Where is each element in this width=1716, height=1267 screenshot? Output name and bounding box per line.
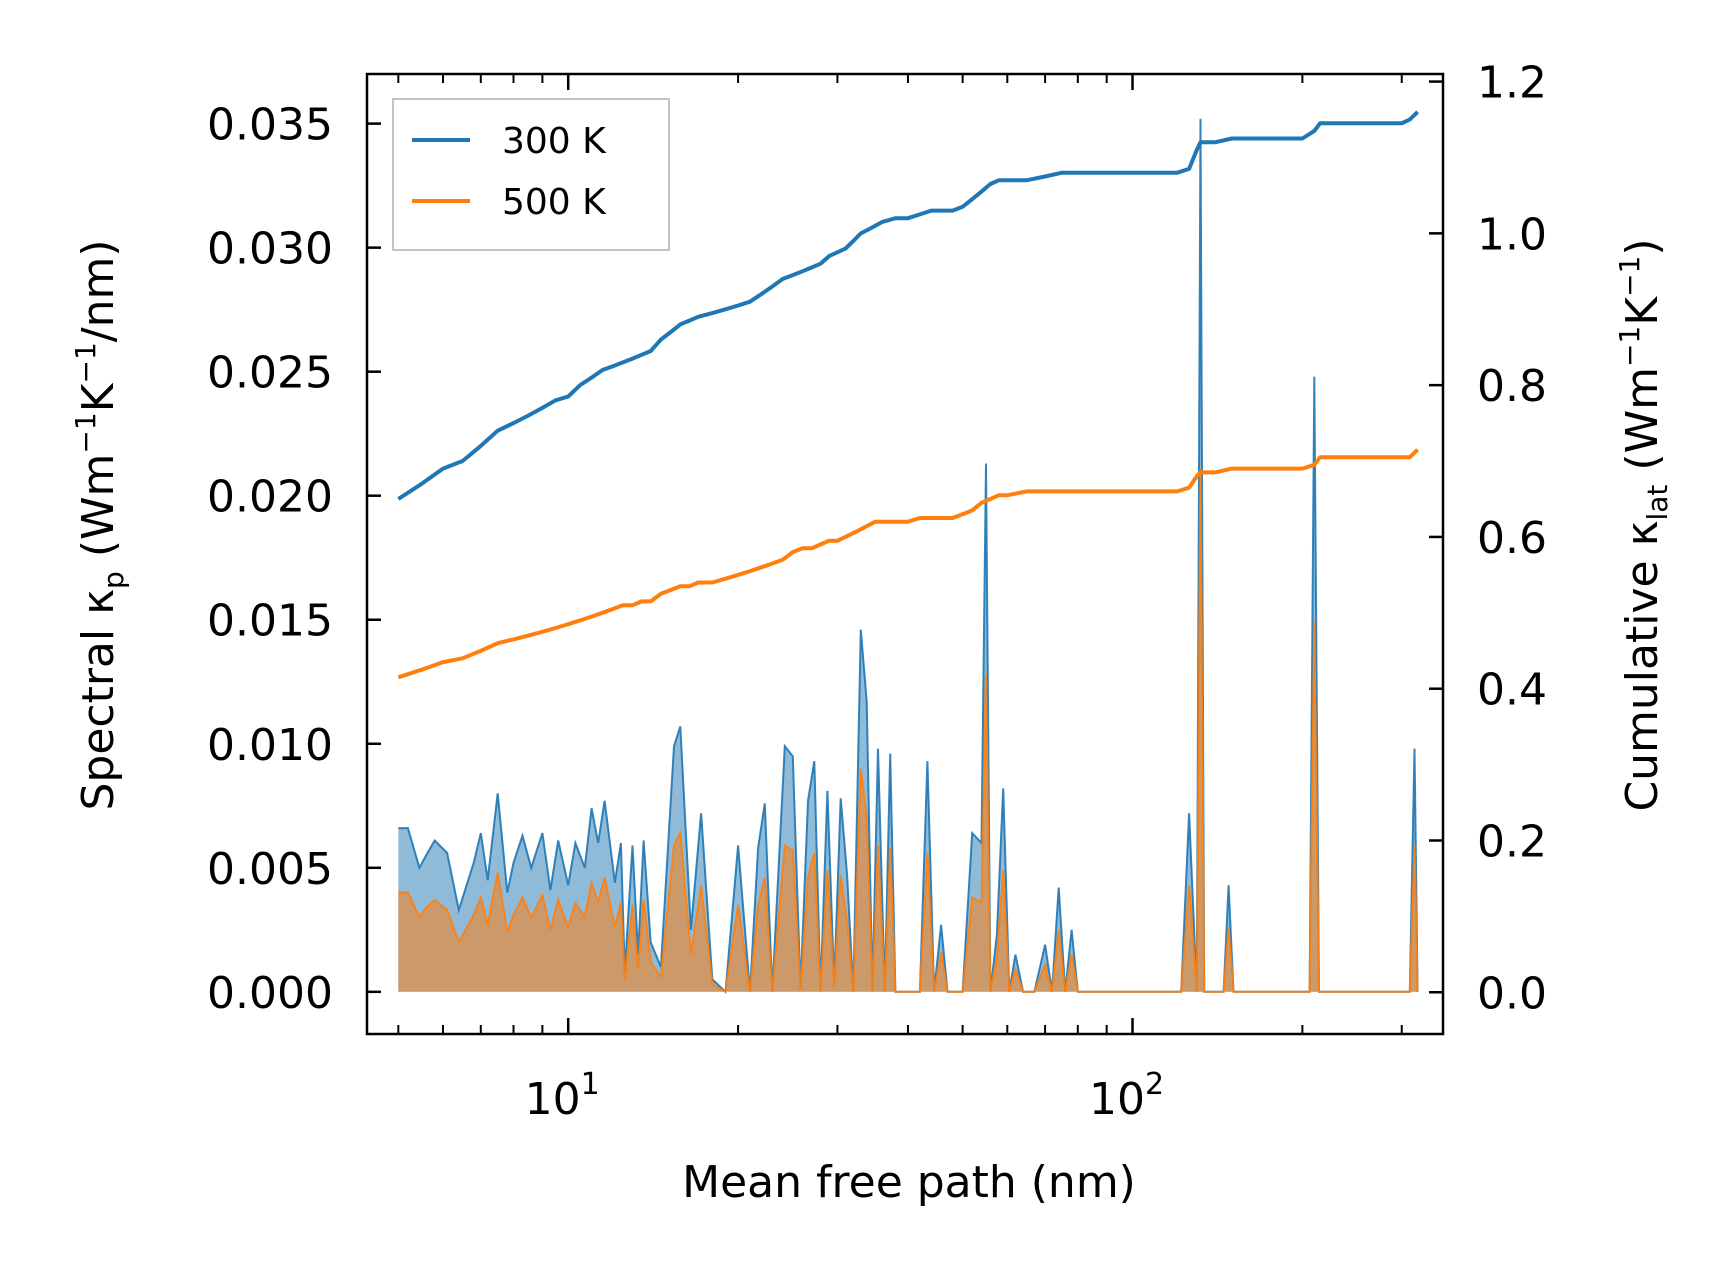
y-left-tick-label: 0.005	[207, 844, 333, 895]
y-right-tick-label: 0.0	[1477, 968, 1547, 1019]
legend: 300 K 500 K	[392, 98, 670, 251]
y-left-tick-label: 0.000	[207, 968, 333, 1019]
legend-frame	[392, 98, 670, 251]
y-left-tick-label: 0.035	[207, 100, 333, 151]
y-left-tick-label: 0.020	[207, 472, 333, 523]
spectral-area-1	[398, 468, 1418, 992]
y-right-tick-label: 1.2	[1477, 58, 1547, 109]
y-axis-left-label: Spectral κp (Wm−1K−1/nm)	[69, 239, 130, 810]
y-left-tick-label: 0.025	[207, 348, 333, 399]
y-right-tick-label: 0.6	[1477, 513, 1547, 564]
y-left-tick-label: 0.015	[207, 596, 333, 647]
y-right-tick-label: 0.8	[1477, 361, 1547, 412]
x-axis-label: Mean free path (nm)	[682, 1157, 1136, 1208]
plot-area	[397, 110, 1419, 994]
x-tick-label: 102	[1089, 1067, 1164, 1125]
y-left-tick-label: 0.010	[207, 720, 333, 771]
axis-tick-labels: 0.000 0.005 0.010 0.015 0.020 0.025 0.030 0.035…	[207, 58, 1547, 1125]
x-tick-label: 101	[525, 1067, 600, 1125]
y-left-tick-label: 0.030	[207, 224, 333, 275]
legend-label-300k: 300 K	[502, 121, 607, 162]
y-axis-right-label: Cumulative κlat (Wm−1K−1)	[1613, 238, 1674, 811]
spectral-line-1	[398, 468, 1419, 994]
y-right-tick-label: 0.4	[1477, 665, 1547, 716]
y-right-tick-label: 1.0	[1477, 209, 1547, 260]
y-right-tick-label: 0.2	[1477, 816, 1547, 867]
cumulative-line-1	[397, 448, 1419, 680]
axes-frame	[365, 72, 1445, 1036]
axis-ticks	[367, 74, 1443, 1034]
legend-label-500k: 500 K	[502, 182, 607, 223]
cumulative-line-0	[397, 110, 1419, 501]
